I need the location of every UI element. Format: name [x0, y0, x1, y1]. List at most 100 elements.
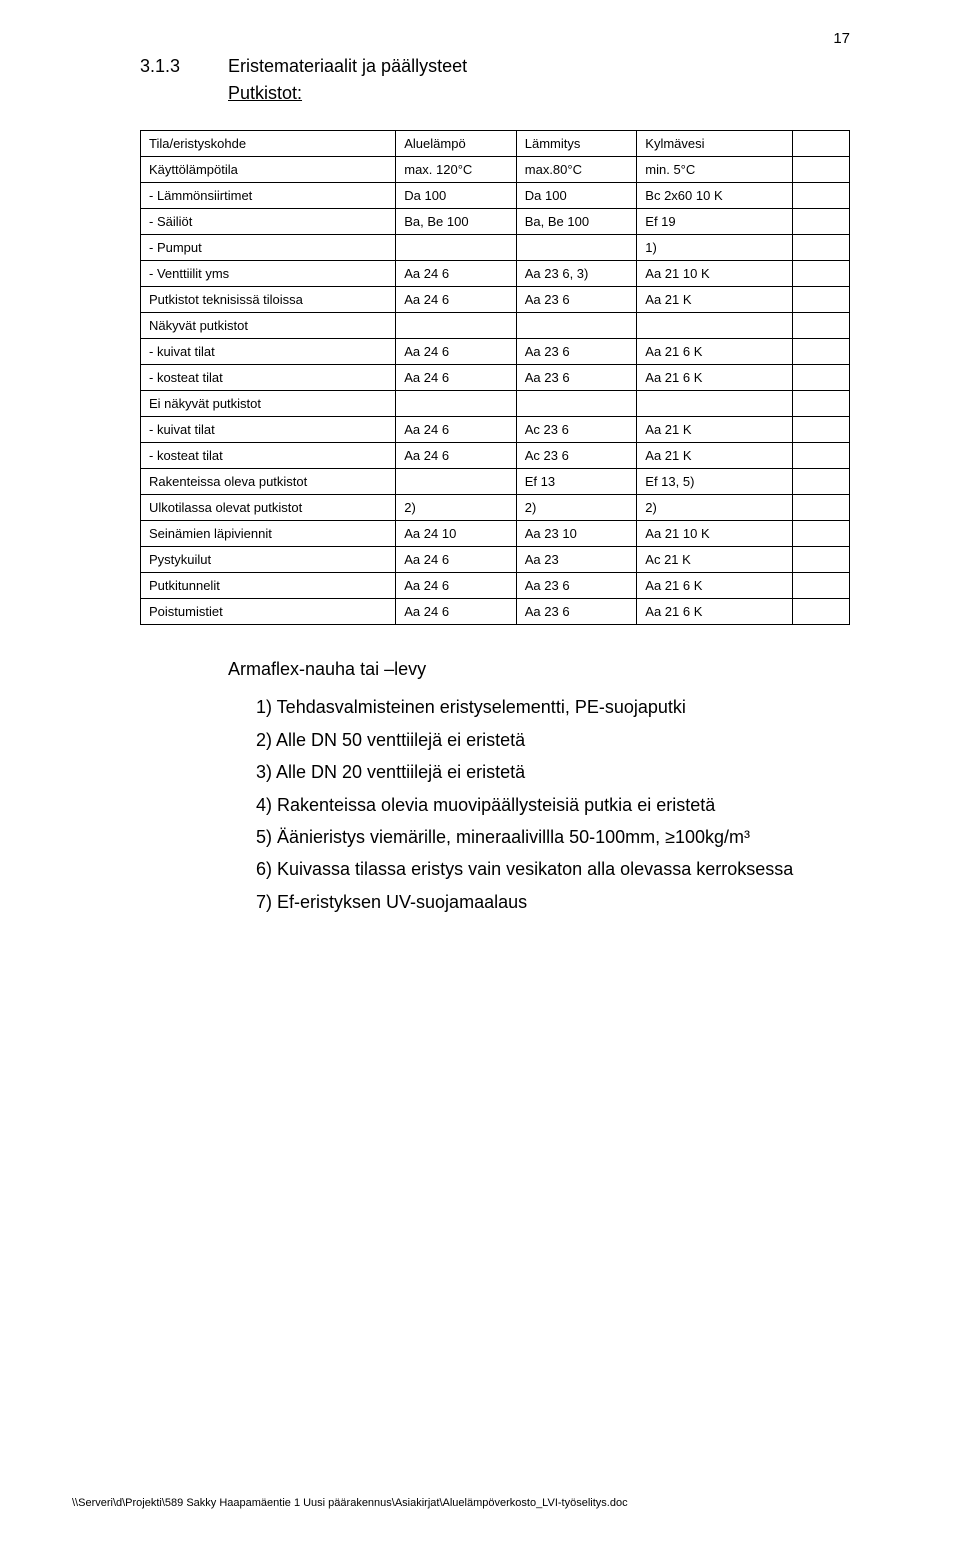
table-cell: Putkistot teknisissä tiloissa	[141, 287, 396, 313]
table-cell: Aa 24 6	[396, 547, 517, 573]
table-row: - Venttiilit ymsAa 24 6Aa 23 6, 3)Aa 21 …	[141, 261, 850, 287]
table-cell	[793, 391, 850, 417]
table-cell: Aa 21 10 K	[637, 521, 793, 547]
table-row: Käyttölämpötilamax. 120°Cmax.80°Cmin. 5°…	[141, 157, 850, 183]
table-cell: Aa 23 6	[516, 365, 637, 391]
table-cell: 2)	[637, 495, 793, 521]
table-row: - kosteat tilatAa 24 6Aa 23 6Aa 21 6 K	[141, 365, 850, 391]
table-row: Putkistot teknisissä tiloissaAa 24 6Aa 2…	[141, 287, 850, 313]
table-cell	[396, 235, 517, 261]
section-title: Eristemateriaalit ja päällysteet	[228, 56, 467, 77]
table-cell	[793, 313, 850, 339]
table-cell	[637, 391, 793, 417]
table-cell: Ac 23 6	[516, 443, 637, 469]
table-row: Ei näkyvät putkistot	[141, 391, 850, 417]
table-cell: Ac 23 6	[516, 417, 637, 443]
table-cell: Aa 24 6	[396, 365, 517, 391]
table-row: - kosteat tilatAa 24 6Ac 23 6Aa 21 K	[141, 443, 850, 469]
table-cell: - kosteat tilat	[141, 365, 396, 391]
table-cell: Ac 21 K	[637, 547, 793, 573]
note-item: 5) Äänieristys viemärille, mineraalivill…	[256, 821, 850, 853]
table-cell: Pystykuilut	[141, 547, 396, 573]
table-header-cell	[793, 131, 850, 157]
table-cell: Aa 23	[516, 547, 637, 573]
table-cell	[396, 469, 517, 495]
table-cell	[793, 209, 850, 235]
table-cell	[516, 391, 637, 417]
table-cell: - Venttiilit yms	[141, 261, 396, 287]
table-header-cell: Kylmävesi	[637, 131, 793, 157]
table-cell	[793, 443, 850, 469]
table-cell	[793, 339, 850, 365]
notes-block: Armaflex-nauha tai –levy 1) Tehdasvalmis…	[228, 653, 850, 918]
table-cell	[396, 391, 517, 417]
table-cell	[793, 495, 850, 521]
table-cell: Käyttölämpötila	[141, 157, 396, 183]
table-cell	[793, 261, 850, 287]
table-cell: Aa 23 10	[516, 521, 637, 547]
table-cell	[793, 365, 850, 391]
table-cell: Aa 23 6, 3)	[516, 261, 637, 287]
table-cell: Poistumistiet	[141, 599, 396, 625]
table-cell	[793, 235, 850, 261]
table-cell: Aa 24 6	[396, 339, 517, 365]
table-cell	[793, 521, 850, 547]
table-cell: Putkitunnelit	[141, 573, 396, 599]
table-cell: - kuivat tilat	[141, 417, 396, 443]
table-cell: 2)	[516, 495, 637, 521]
table-row: Ulkotilassa olevat putkistot2)2)2)	[141, 495, 850, 521]
table-cell: Rakenteissa oleva putkistot	[141, 469, 396, 495]
notes-heading: Armaflex-nauha tai –levy	[228, 653, 850, 685]
table-cell: Da 100	[516, 183, 637, 209]
note-item: 6) Kuivassa tilassa eristys vain vesikat…	[256, 853, 850, 885]
table-cell: Bc 2x60 10 K	[637, 183, 793, 209]
page-body: 3.1.3 Eristemateriaalit ja päällysteet P…	[0, 0, 960, 958]
note-item: 7) Ef-eristyksen UV-suojamaalaus	[256, 886, 850, 918]
table-cell: Aa 23 6	[516, 599, 637, 625]
table-header-cell: Aluelämpö	[396, 131, 517, 157]
table-cell: Aa 21 6 K	[637, 599, 793, 625]
table-cell	[637, 313, 793, 339]
table-cell: Näkyvät putkistot	[141, 313, 396, 339]
table-header-cell: Lämmitys	[516, 131, 637, 157]
table-cell: Aa 23 6	[516, 287, 637, 313]
table-cell: - kuivat tilat	[141, 339, 396, 365]
table-cell: Aa 23 6	[516, 339, 637, 365]
table-cell: Aa 24 6	[396, 443, 517, 469]
table-cell: Ba, Be 100	[396, 209, 517, 235]
table-row: PystykuilutAa 24 6Aa 23Ac 21 K	[141, 547, 850, 573]
table-cell: 2)	[396, 495, 517, 521]
note-item: 2) Alle DN 50 venttiilejä ei eristetä	[256, 724, 850, 756]
table-cell	[516, 235, 637, 261]
footer-path: \\Serveri\d\Projekti\589 Sakky Haapamäen…	[72, 1497, 628, 1509]
table-row: PutkitunnelitAa 24 6Aa 23 6Aa 21 6 K	[141, 573, 850, 599]
table-cell	[793, 547, 850, 573]
table-cell: - Pumput	[141, 235, 396, 261]
table-row: Näkyvät putkistot	[141, 313, 850, 339]
table-cell: Aa 21 K	[637, 417, 793, 443]
table-header-cell: Tila/eristyskohde	[141, 131, 396, 157]
table-cell: Aa 21 K	[637, 287, 793, 313]
section-subtitle: Putkistot:	[228, 83, 850, 104]
table-cell: Ef 13, 5)	[637, 469, 793, 495]
note-item: 1) Tehdasvalmisteinen eristyselementti, …	[256, 691, 850, 723]
note-item: 4) Rakenteissa olevia muovipäällysteisiä…	[256, 789, 850, 821]
table-cell: max. 120°C	[396, 157, 517, 183]
table-cell	[793, 183, 850, 209]
table-cell	[793, 573, 850, 599]
table-cell	[396, 313, 517, 339]
table-cell: Ei näkyvät putkistot	[141, 391, 396, 417]
table-cell	[793, 599, 850, 625]
table-cell: Aa 24 10	[396, 521, 517, 547]
table-cell: Ef 19	[637, 209, 793, 235]
table-row: - Pumput 1)	[141, 235, 850, 261]
table-cell: Aa 21 6 K	[637, 573, 793, 599]
insulation-table: Tila/eristyskohdeAluelämpöLämmitysKylmäv…	[140, 130, 850, 625]
table-cell: - kosteat tilat	[141, 443, 396, 469]
table-cell: - Lämmönsiirtimet	[141, 183, 396, 209]
table-cell: Ef 13	[516, 469, 637, 495]
table-cell: 1)	[637, 235, 793, 261]
table-cell: Aa 24 6	[396, 417, 517, 443]
table-cell: Aa 24 6	[396, 287, 517, 313]
table-cell: - Säiliöt	[141, 209, 396, 235]
